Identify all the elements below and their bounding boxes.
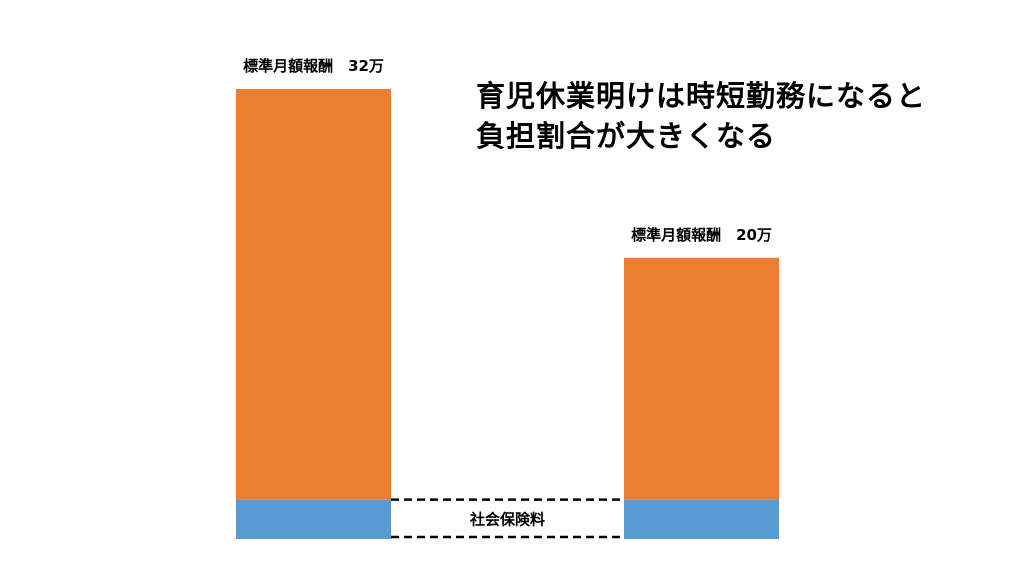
band-label-social-insurance: 社会保険料 [469, 510, 545, 528]
insurance-bar-segment-1 [236, 499, 391, 539]
headline-line-1: 育児休業明けは時短勤務になると [476, 79, 927, 113]
salary-bar-segment-1 [236, 89, 391, 500]
bar-label-2: 標準月額報酬 20万 [631, 226, 772, 244]
headline: 育児休業明けは時短勤務になると 負担割合が大きくなる [476, 76, 1016, 156]
bar-label-1: 標準月額報酬 32万 [243, 57, 384, 75]
salary-bar-segment-2 [624, 257, 779, 500]
headline-line-2: 負担割合が大きくなる [476, 119, 777, 153]
insurance-bar-segment-2 [624, 499, 779, 539]
